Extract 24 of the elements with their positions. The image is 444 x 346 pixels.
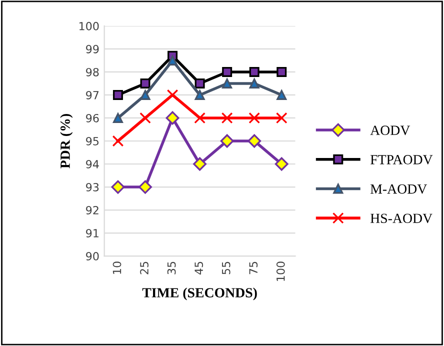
x-tick-label: 10 bbox=[112, 262, 122, 274]
y-tick-label: 93 bbox=[86, 182, 99, 192]
legend-label: FTPAODV bbox=[370, 155, 433, 164]
y-tick-label: 96 bbox=[86, 114, 99, 122]
x-tick-label: 45 bbox=[194, 262, 204, 274]
x-axis-title: TIME (SECONDS) bbox=[142, 288, 257, 300]
y-tick-label: 100 bbox=[79, 22, 99, 30]
y-tick-label: 97 bbox=[86, 90, 99, 100]
legend-label: HS-AODV bbox=[370, 214, 432, 224]
x-tick-label: 35 bbox=[167, 262, 176, 274]
legend-label: M-AODV bbox=[370, 184, 428, 194]
y-tick-label: 95 bbox=[86, 136, 99, 146]
x-tick-label: 75 bbox=[249, 262, 258, 274]
y-tick-label: 94 bbox=[86, 160, 99, 168]
y-tick-label: 99 bbox=[86, 44, 99, 54]
x-tick-label: 25 bbox=[140, 262, 148, 274]
legend-label: AODV bbox=[370, 126, 410, 136]
y-tick-label: 92 bbox=[86, 206, 98, 214]
y-tick-label: 91 bbox=[86, 229, 98, 238]
x-tick-label: 100 bbox=[276, 262, 285, 281]
y-tick-label: 98 bbox=[86, 68, 99, 76]
y-tick-label: 90 bbox=[86, 252, 99, 260]
y-axis-title: PDR (%) bbox=[60, 114, 73, 168]
x-tick-label: 55 bbox=[222, 262, 230, 274]
